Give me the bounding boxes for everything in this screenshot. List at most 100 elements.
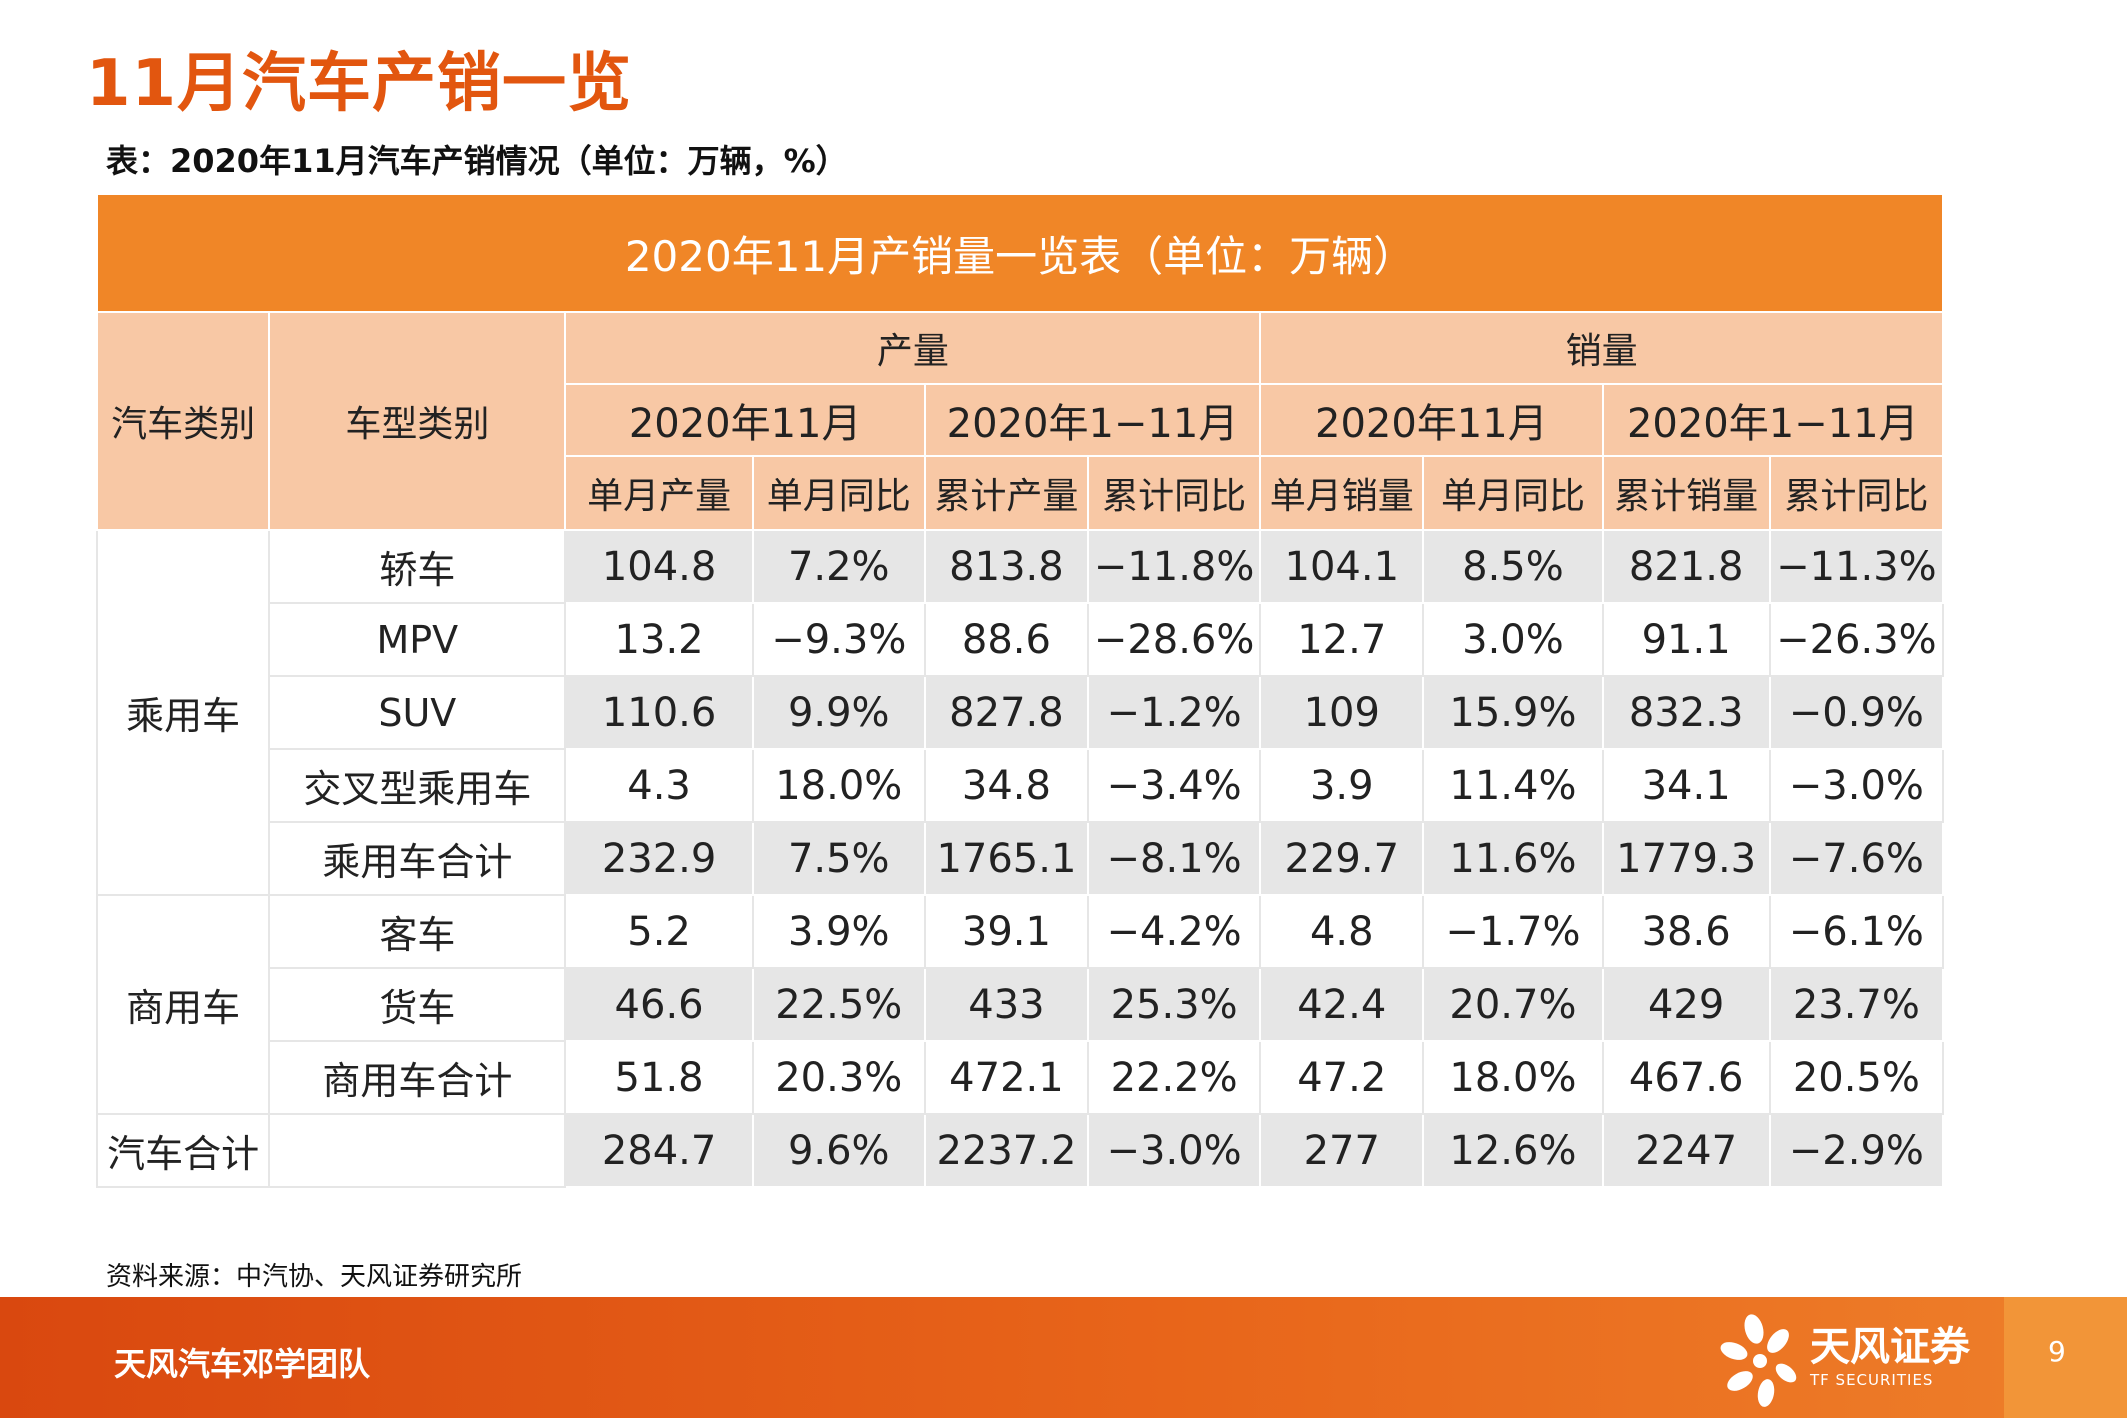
cell: 110.6: [564, 675, 754, 750]
cell: 104.1: [1259, 529, 1425, 604]
table-row: 商用车合计 51.8 20.3% 472.1 22.2% 47.2 18.0% …: [97, 1040, 1945, 1115]
cell: 18.0%: [1422, 1040, 1604, 1115]
cell: 232.9: [564, 821, 754, 896]
model-label: 商用车合计: [268, 1040, 567, 1115]
cell: −1.7%: [1422, 894, 1604, 969]
cell: 20.5%: [1768, 1040, 1945, 1115]
cell: 7.5%: [751, 821, 926, 896]
cell: 813.8: [923, 529, 1090, 604]
cell: 8.5%: [1422, 529, 1604, 604]
cell: 88.6: [923, 602, 1090, 677]
cell: 104.8: [564, 529, 754, 604]
cell: 23.7%: [1768, 967, 1945, 1042]
cell: 39.1: [923, 894, 1090, 969]
cell: 9.6%: [751, 1113, 926, 1188]
cell: 4.8: [1259, 894, 1425, 969]
header-sales-ytd: 2020年1−11月: [1601, 383, 1945, 457]
header-production-ytd: 2020年1−11月: [923, 383, 1262, 457]
group-total: 汽车合计: [95, 1113, 271, 1188]
cell: −3.0%: [1087, 1113, 1262, 1188]
table-row: 交叉型乘用车 4.3 18.0% 34.8 −3.4% 3.9 11.4% 34…: [97, 748, 1945, 823]
col-header: 单月产量: [564, 455, 754, 531]
cell: 277: [1259, 1113, 1425, 1188]
cell: −6.1%: [1768, 894, 1945, 969]
cell: −3.0%: [1768, 748, 1945, 823]
cell: 3.9: [1259, 748, 1425, 823]
cell: 9.9%: [751, 675, 926, 750]
brand-name-cn: 天风证券: [1810, 1324, 1970, 1370]
cell: 832.3: [1601, 675, 1771, 750]
cell: 22.5%: [751, 967, 926, 1042]
cell: −0.9%: [1768, 675, 1945, 750]
model-label: 货车: [268, 967, 567, 1042]
cell: 429: [1601, 967, 1771, 1042]
brand-name-en: TF SECURITIES: [1810, 1371, 1934, 1389]
source-note: 资料来源：中汽协、天风证券研究所: [106, 1262, 523, 1292]
cell: −3.4%: [1087, 748, 1262, 823]
col-header: 累计同比: [1768, 455, 1945, 531]
header-sales-month: 2020年11月: [1259, 383, 1604, 457]
page-number: 9: [2048, 1335, 2066, 1368]
cell: 18.0%: [751, 748, 926, 823]
group-commercial: 商用车: [95, 894, 271, 1115]
col-header: 单月同比: [751, 455, 926, 531]
cell: −7.6%: [1768, 821, 1945, 896]
cell: 821.8: [1601, 529, 1771, 604]
cell: 20.3%: [751, 1040, 926, 1115]
cell: 34.8: [923, 748, 1090, 823]
cell: 109: [1259, 675, 1425, 750]
table-row: 乘用车合计 232.9 7.5% 1765.1 −8.1% 229.7 11.6…: [97, 821, 1945, 896]
header-production: 产量: [564, 311, 1262, 385]
header-production-month: 2020年11月: [564, 383, 926, 457]
cell: −28.6%: [1087, 602, 1262, 677]
col-header: 累计销量: [1601, 455, 1771, 531]
header-vehicle-class: 汽车类别: [95, 311, 271, 531]
cell: 13.2: [564, 602, 754, 677]
table-row: MPV 13.2 −9.3% 88.6 −28.6% 12.7 3.0% 91.…: [97, 602, 1945, 677]
cell: 11.4%: [1422, 748, 1604, 823]
table-row: 货车 46.6 22.5% 433 25.3% 42.4 20.7% 429 2…: [97, 967, 1945, 1042]
cell: 42.4: [1259, 967, 1425, 1042]
model-label: SUV: [268, 675, 567, 750]
model-label: 乘用车合计: [268, 821, 567, 896]
cell: −11.8%: [1087, 529, 1262, 604]
model-label: 客车: [268, 894, 567, 969]
cell: 229.7: [1259, 821, 1425, 896]
page-title: 11月汽车产销一览: [86, 47, 633, 121]
header-sales: 销量: [1259, 311, 1944, 385]
production-sales-table: 2020年11月产销量一览表（单位：万辆） 汽车类别 车型类别 产量 销量 20…: [95, 193, 1945, 1188]
cell: 433: [923, 967, 1090, 1042]
cell: −9.3%: [751, 602, 926, 677]
col-header: 累计产量: [923, 455, 1090, 531]
header-model-class: 车型类别: [268, 311, 567, 531]
table-row: 商用车 客车 5.2 3.9% 39.1 −4.2% 4.8 −1.7% 38.…: [95, 894, 1945, 1115]
cell: −4.2%: [1087, 894, 1262, 969]
col-header: 累计同比: [1087, 455, 1262, 531]
cell: 34.1: [1601, 748, 1771, 823]
cell: 51.8: [564, 1040, 754, 1115]
model-label: MPV: [268, 602, 567, 677]
cell: −8.1%: [1087, 821, 1262, 896]
cell: 12.6%: [1422, 1113, 1604, 1188]
cell: 472.1: [923, 1040, 1090, 1115]
cell: 2247: [1601, 1113, 1771, 1188]
model-label: [268, 1113, 567, 1188]
cell: 7.2%: [751, 529, 926, 604]
cell: 284.7: [564, 1113, 754, 1188]
table-row: 乘用车 轿车 104.8 7.2% 813.8 −11.8% 104.1 8.5…: [95, 529, 1945, 896]
cell: 46.6: [564, 967, 754, 1042]
cell: 467.6: [1601, 1040, 1771, 1115]
table-row: SUV 110.6 9.9% 827.8 −1.2% 109 15.9% 832…: [97, 675, 1945, 750]
cell: 15.9%: [1422, 675, 1604, 750]
cell: 22.2%: [1087, 1040, 1262, 1115]
table-caption: 表：2020年11月汽车产销情况（单位：万辆，%）: [106, 142, 848, 180]
cell: −2.9%: [1768, 1113, 1945, 1188]
brand-wordmark: 天风证券 TF SECURITIES: [1810, 1325, 1970, 1389]
group-passenger: 乘用车: [95, 529, 271, 896]
cell: 3.9%: [751, 894, 926, 969]
cell: −11.3%: [1768, 529, 1945, 604]
cell: 4.3: [564, 748, 754, 823]
cell: 20.7%: [1422, 967, 1604, 1042]
cell: −1.2%: [1087, 675, 1262, 750]
cell: 38.6: [1601, 894, 1771, 969]
